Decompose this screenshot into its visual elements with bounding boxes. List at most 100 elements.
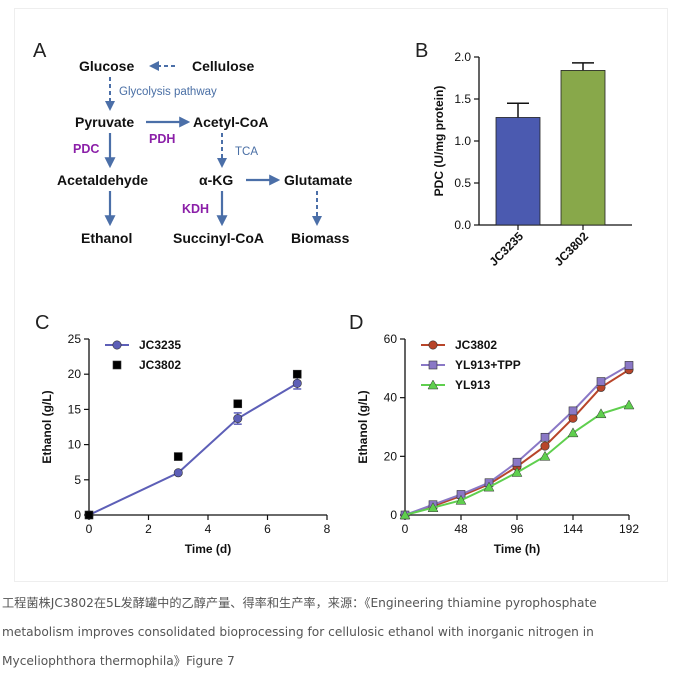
- y-tick-label: 15: [68, 402, 82, 416]
- data-point-yl913: [455, 494, 467, 505]
- data-point-yl913+tpp: [568, 406, 578, 416]
- x-axis-title: Time (d): [185, 542, 231, 556]
- data-point-yl913+tpp: [540, 432, 550, 442]
- x-tick-label: 8: [324, 522, 331, 536]
- data-point-yl913: [539, 450, 551, 461]
- x-tick-label: 0: [402, 522, 409, 536]
- data-point-yl913+tpp: [624, 361, 634, 370]
- data-point-yl913: [399, 509, 411, 520]
- data-point-jc3235: [173, 468, 183, 478]
- x-tick-label: 144: [563, 522, 583, 536]
- legend-label: JC3235: [139, 338, 181, 352]
- data-point-jc3802: [84, 510, 94, 520]
- x-tick-label: 192: [619, 522, 639, 536]
- legend-label: YL913+TPP: [455, 358, 521, 372]
- y-tick-label: 25: [68, 332, 82, 346]
- legend-label: YL913: [455, 378, 491, 392]
- enzyme-pdc: PDC: [73, 142, 99, 156]
- y-axis-title: Ethanol (g/L): [40, 390, 54, 463]
- panel-d-label: D: [349, 312, 363, 334]
- label-glycolysis-pathway: Glycolysis pathway: [119, 86, 217, 98]
- legend-marker: [428, 360, 438, 370]
- x-tick-label: 0: [86, 522, 93, 536]
- caption-line-2: metabolism improves consolidated bioproc…: [2, 625, 594, 639]
- data-point-jc3802: [540, 441, 550, 451]
- figure-panel: A Glucose Cellulose Glycolysis pathway P…: [14, 8, 668, 582]
- y-tick-label: 60: [384, 332, 398, 346]
- enzyme-kdh: KDH: [182, 202, 209, 216]
- data-point-yl913: [595, 408, 607, 419]
- caption-line-1: 工程菌株JC3802在5L发酵罐中的乙醇产量、得率和生产率，来源：《Engine…: [2, 596, 597, 610]
- y-tick-label: 1.0: [454, 134, 471, 148]
- node-glucose: Glucose: [79, 58, 134, 74]
- y-tick-label: 20: [68, 367, 82, 381]
- legend-marker: [427, 379, 439, 390]
- chart-d-ethanol-hours: 0 20 40 60 0 48 96 144 192 Time (h) Ethanol (g/L) J…: [356, 332, 639, 556]
- label-tca: TCA: [235, 146, 258, 158]
- legend-marker: [428, 340, 438, 350]
- bar-jc3235: [495, 117, 541, 226]
- y-tick-label: 1.5: [454, 92, 471, 106]
- data-point-yl913: [567, 427, 579, 438]
- x-tick-label: 48: [454, 522, 468, 536]
- y-axis-title: PDC (U/mg protein): [432, 86, 446, 197]
- series-line-yl913+tpp: [404, 364, 630, 516]
- y-tick-label: 5: [74, 473, 81, 487]
- x-tick-label: JC3235: [486, 229, 526, 269]
- y-tick-label: 0: [74, 508, 81, 522]
- panel-b-label: B: [415, 40, 428, 62]
- figure-canvas: A Glucose Cellulose Glycolysis pathway P…: [33, 40, 639, 556]
- y-tick-label: 0.0: [454, 218, 471, 232]
- data-point-jc3802: [173, 452, 183, 461]
- node-acetaldehyde: Acetaldehyde: [57, 172, 148, 188]
- y-tick-label: 20: [384, 449, 398, 463]
- data-point-jc3235: [233, 414, 243, 424]
- enzyme-pdh: PDH: [149, 132, 175, 146]
- panel-c-label: C: [35, 312, 49, 334]
- legend-marker: [112, 360, 122, 370]
- node-ethanol: Ethanol: [81, 230, 132, 246]
- series-line-jc3235: [88, 382, 298, 516]
- chart-c-ethanol-days: 0 5 10 15 20 25 0 2 4 6 8 Time (d) Ethanol (g/L) JC32…: [40, 332, 331, 556]
- data-point-jc3802: [568, 413, 578, 423]
- y-tick-label: 2.0: [454, 50, 471, 64]
- node-succinyl-coa: Succinyl-CoA: [173, 230, 264, 246]
- x-axis-title: Time (h): [494, 542, 540, 556]
- x-tick-label: 4: [205, 522, 212, 536]
- series-line-jc3802: [404, 368, 630, 516]
- x-tick-label: JC3802: [551, 229, 591, 269]
- node-biomass: Biomass: [291, 230, 350, 246]
- y-tick-label: 0: [390, 508, 397, 522]
- data-point-yl913+tpp: [596, 377, 606, 386]
- node-akg: α-KG: [199, 172, 233, 188]
- y-tick-label: 40: [384, 391, 398, 405]
- x-tick-label: 6: [264, 522, 271, 536]
- caption-line-3: Myceliophthora thermophila》Figure 7: [2, 654, 235, 668]
- legend-marker: [112, 340, 122, 350]
- y-axis-title: Ethanol (g/L): [356, 390, 370, 463]
- data-point-yl913: [483, 481, 495, 492]
- x-tick-label: 96: [510, 522, 524, 536]
- legend-label: JC3802: [139, 358, 181, 372]
- panel-a-pathway: A Glucose Cellulose Glycolysis pathway P…: [33, 40, 353, 246]
- data-point-jc3802: [292, 369, 302, 379]
- data-point-jc3235: [292, 378, 302, 388]
- y-tick-label: 0.5: [454, 176, 471, 190]
- y-tick-label: 10: [68, 438, 82, 452]
- figure-caption: 工程菌株JC3802在5L发酵罐中的乙醇产量、得率和生产率，来源：《Engine…: [2, 589, 676, 676]
- panel-a-label: A: [33, 40, 47, 62]
- data-point-yl913: [623, 399, 635, 410]
- x-tick-label: 2: [145, 522, 152, 536]
- node-pyruvate: Pyruvate: [75, 114, 134, 130]
- node-glutamate: Glutamate: [284, 172, 353, 188]
- bar-jc3802: [560, 70, 606, 226]
- chart-b-pdc-activity: 0.0 0.5 1.0 1.5 2.0 PDC (U/mg protein) JC3235 J…: [432, 50, 632, 269]
- data-point-yl913+tpp: [512, 457, 522, 467]
- data-point-jc3802: [233, 399, 243, 409]
- data-point-yl913: [427, 502, 439, 512]
- legend-label: JC3802: [455, 338, 497, 352]
- series-line-jc3802: [89, 374, 297, 515]
- node-acetyl-coa: Acetyl-CoA: [193, 114, 268, 130]
- data-point-yl913: [511, 466, 523, 477]
- node-cellulose: Cellulose: [192, 58, 254, 74]
